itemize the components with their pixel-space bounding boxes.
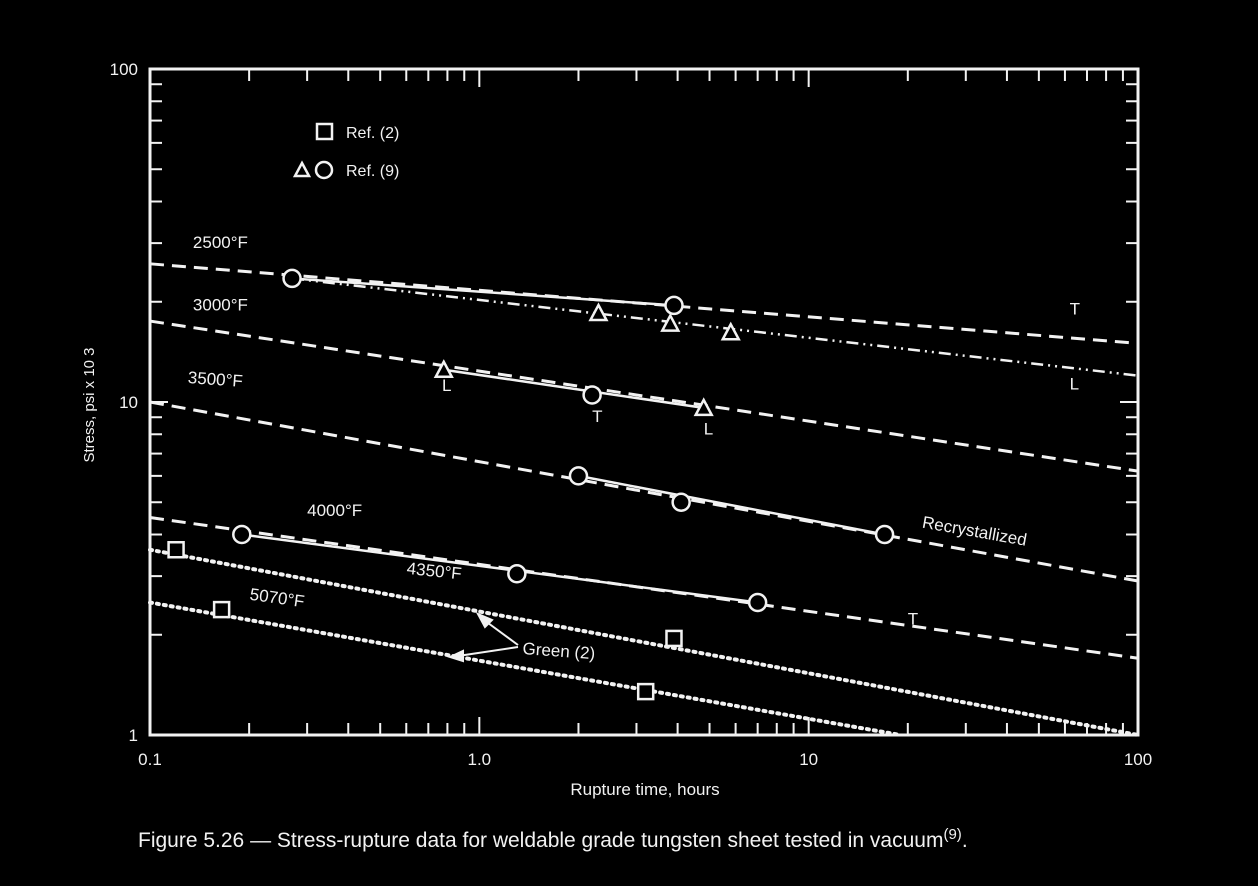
x-tick-label: 0.1: [138, 750, 162, 769]
caption-reference: (9): [943, 826, 962, 843]
annotation-label: 2500°F: [193, 233, 248, 252]
series-line-dashdot: [291, 277, 1139, 377]
x-tick-label: 100: [1124, 750, 1152, 769]
series-line-solid: [291, 277, 675, 307]
annotation-label: L: [704, 419, 713, 438]
data-point-circle: [232, 524, 252, 545]
annotation-label: Green (2): [522, 639, 596, 663]
legend-label-ref-2: Ref. (2): [346, 125, 399, 142]
data-point-square: [212, 600, 231, 619]
annotations: 2500°F3000°F3500°F4000°F4350°F5070°FRecr…: [187, 233, 1080, 663]
series-line-solid: [241, 533, 758, 604]
x-tick-label: 1.0: [468, 750, 492, 769]
data-point-square: [665, 629, 683, 648]
y-axis-label: Stress, psi x 10 3: [81, 347, 98, 462]
data-point-triangle: [588, 302, 609, 322]
data-point-circle: [282, 268, 302, 289]
series-lines: [148, 262, 1140, 737]
annotation-label: T: [1070, 300, 1080, 319]
legend: Ref. (2) Ref. (9): [292, 122, 399, 180]
data-point-triangle: [693, 397, 714, 417]
green-arrows: [447, 611, 519, 663]
data-point-circle: [664, 295, 684, 316]
y-tick-label: 10: [119, 393, 138, 412]
annotation-label: T: [592, 407, 602, 426]
y-tick-label: 100: [110, 60, 138, 79]
axis-ticks: 0.1 1.0 10 100 1 10 100: [110, 60, 1153, 769]
data-point-triangle: [433, 359, 454, 378]
caption-text: Figure 5.26 — Stress-rupture data for we…: [138, 829, 944, 852]
x-axis-label: Rupture time, hours: [570, 780, 719, 799]
figure-caption: Figure 5.26 — Stress-rupture data for we…: [138, 826, 1238, 853]
series-line-dotted: [148, 547, 1140, 737]
data-point-circle: [671, 492, 691, 512]
data-point-circle: [582, 385, 602, 405]
data-point-triangle: [660, 312, 681, 332]
series-line-solid: [578, 474, 885, 536]
series-line-dashed: [149, 515, 1139, 660]
annotation-label: 3000°F: [193, 296, 248, 315]
data-point-square: [636, 682, 655, 701]
data-markers: [167, 268, 895, 701]
legend-circle-marker: [314, 160, 334, 180]
annotation-label: T: [908, 609, 918, 628]
y-tick-label: 1: [129, 726, 138, 745]
x-tick-label: 10: [799, 750, 818, 769]
annotation-label: 3500°F: [187, 368, 243, 391]
legend-label-ref-9: Ref. (9): [346, 163, 399, 180]
series-line-dotted: [148, 600, 903, 737]
series-line-dashed: [149, 400, 1139, 583]
series-line-solid: [443, 368, 704, 410]
annotation-label: 4000°F: [307, 501, 362, 520]
caption-period: .: [961, 829, 968, 852]
legend-triangle-marker: [292, 160, 312, 178]
data-point-circle: [747, 592, 768, 613]
annotation-label: L: [442, 376, 451, 395]
data-point-circle: [874, 524, 895, 545]
series-line-dashed: [149, 319, 1139, 473]
data-point-circle: [507, 563, 527, 584]
data-point-triangle: [720, 321, 741, 341]
annotation-label: 5070°F: [249, 585, 306, 611]
data-point-circle: [568, 466, 589, 486]
legend-square-marker: [315, 122, 334, 141]
annotation-label: L: [1070, 375, 1079, 394]
data-point-square: [167, 541, 185, 559]
stress-rupture-chart: 0.1 1.0 10 100 1 10 100 2500°F 3000°F 3500°F 4000…: [81, 60, 1153, 799]
